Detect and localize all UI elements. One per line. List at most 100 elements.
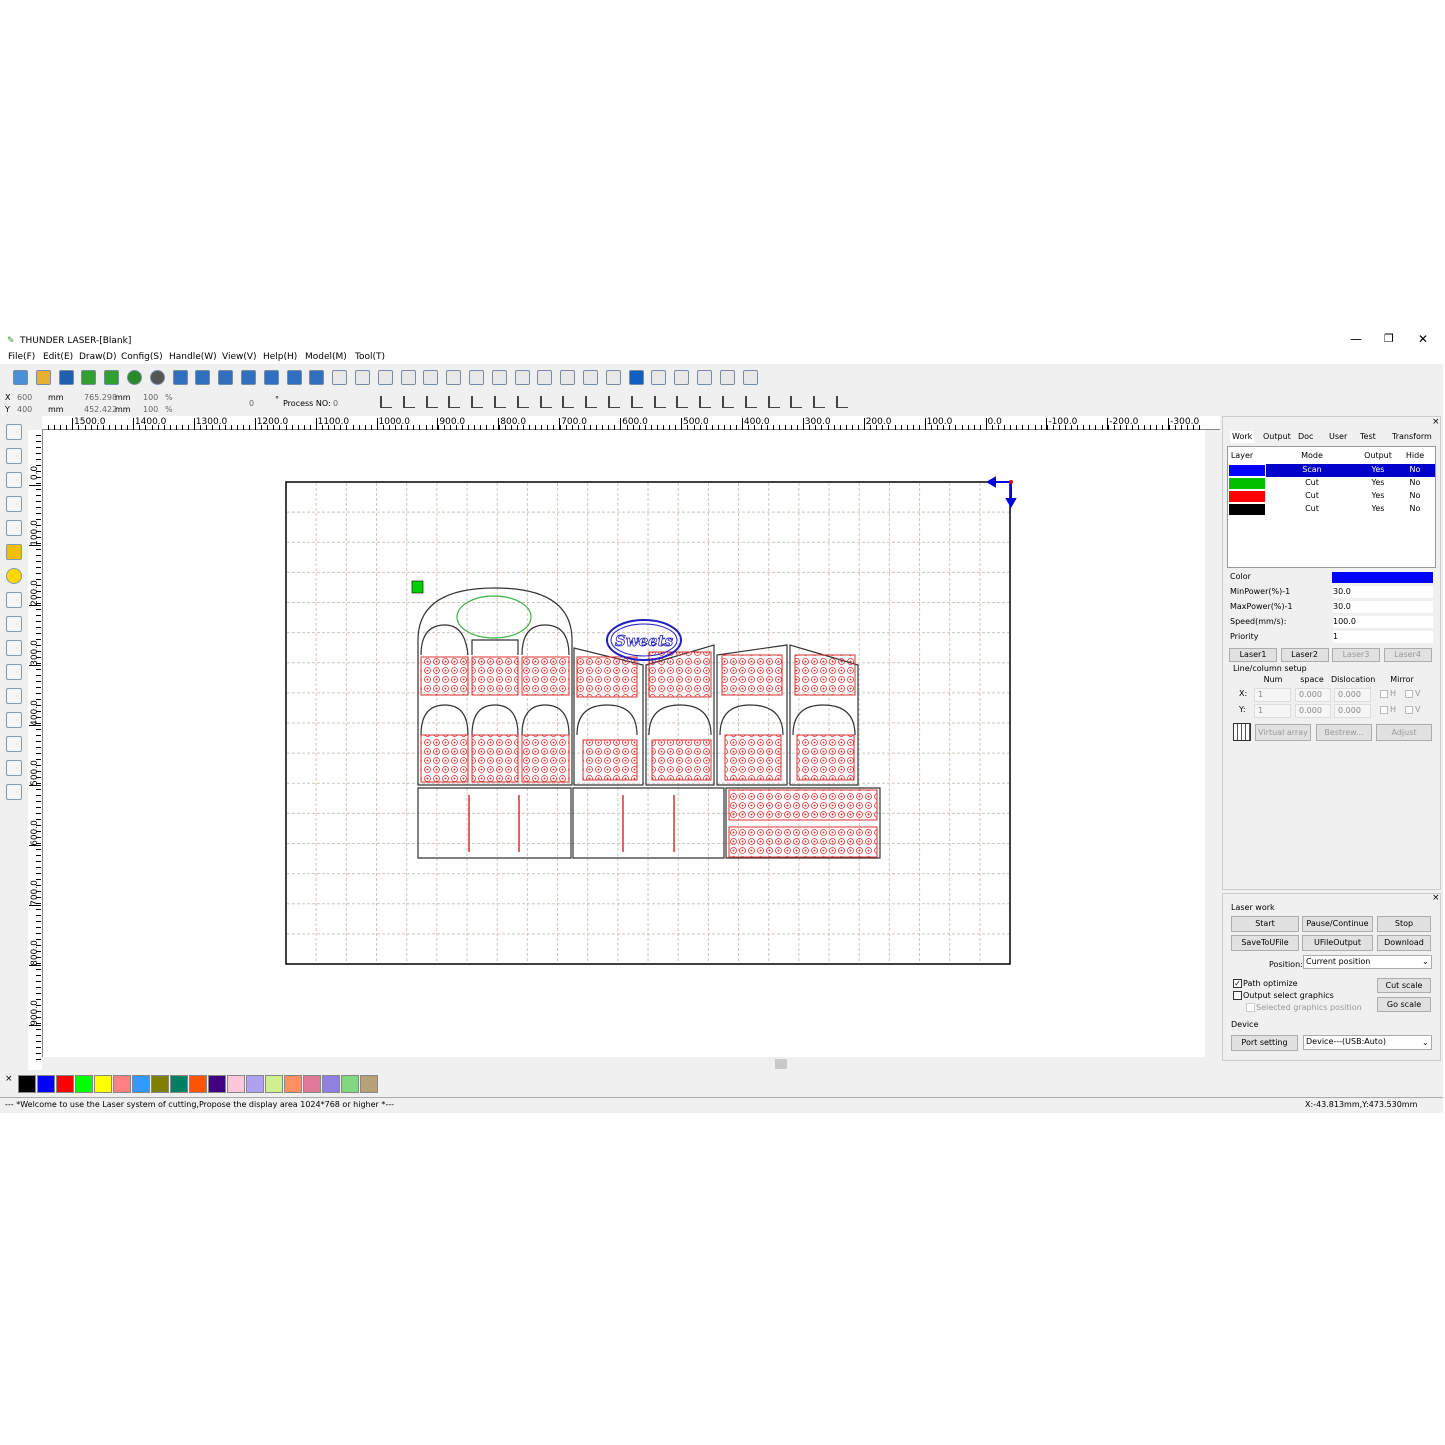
toolbar-icon[interactable]	[149, 370, 165, 385]
menu-item[interactable]: Config(S)	[121, 352, 163, 362]
checkbox-label[interactable]: Path optimize	[1243, 979, 1298, 988]
menu-item[interactable]: Handle(W)	[169, 352, 217, 362]
toolbar-icon[interactable]	[127, 370, 142, 385]
checkbox[interactable]: ✓	[1233, 979, 1242, 988]
panel-tab[interactable]: Work	[1230, 431, 1255, 443]
toolbar-icon[interactable]	[332, 370, 348, 385]
toolbar-icon[interactable]	[585, 396, 598, 408]
toolbar-icon[interactable]	[516, 396, 529, 408]
toolbar-icon[interactable]	[400, 370, 416, 385]
toolbar-icon[interactable]	[218, 370, 234, 385]
toolbar-icon[interactable]	[355, 370, 370, 385]
toolbar-icon[interactable]	[836, 396, 848, 408]
palette-swatch[interactable]	[246, 1075, 264, 1093]
palette-swatch[interactable]	[322, 1075, 340, 1093]
checkbox[interactable]	[1405, 690, 1413, 698]
toolbar-icon[interactable]	[699, 396, 712, 408]
palette-swatch[interactable]	[151, 1075, 169, 1093]
layer-color[interactable]	[1229, 478, 1265, 489]
laser-tab[interactable]: Laser1	[1229, 648, 1277, 662]
tool-icon[interactable]	[6, 448, 22, 464]
panel-tab[interactable]: Output	[1263, 432, 1291, 441]
menu-item[interactable]: View(V)	[222, 352, 257, 362]
layer-cell[interactable]: Scan	[1302, 465, 1322, 474]
tool-icon[interactable]	[6, 712, 22, 728]
checkbox-label[interactable]: Selected graphics position	[1256, 1003, 1362, 1012]
palette-swatch[interactable]	[132, 1075, 150, 1093]
palette-swatch[interactable]	[94, 1075, 112, 1093]
array-button[interactable]: Adjust	[1376, 724, 1432, 741]
toolbar-icon[interactable]	[537, 370, 553, 385]
toolbar-icon[interactable]	[286, 370, 302, 385]
layer-cell[interactable]: Cut	[1305, 491, 1319, 500]
input-field[interactable]: 0.000	[1334, 688, 1371, 702]
palette-swatch[interactable]	[341, 1075, 359, 1093]
toolbar-icon[interactable]	[58, 370, 74, 385]
action-button[interactable]: Download	[1377, 935, 1431, 951]
palette-swatch[interactable]	[227, 1075, 245, 1093]
layer-cell[interactable]: No	[1409, 504, 1421, 513]
property-value[interactable]: 100.0	[1333, 616, 1433, 628]
panel-tab[interactable]: Transform	[1392, 432, 1432, 441]
layer-cell[interactable]: No	[1409, 478, 1421, 487]
tool-icon[interactable]	[6, 784, 22, 800]
array-icon[interactable]	[1233, 723, 1251, 741]
palette-swatch[interactable]	[303, 1075, 321, 1093]
tool-icon[interactable]	[6, 664, 22, 680]
layer-color[interactable]	[1229, 465, 1265, 476]
palette-swatch[interactable]	[170, 1075, 188, 1093]
toolbar-icon[interactable]	[104, 370, 120, 385]
tool-icon[interactable]	[6, 544, 22, 560]
toolbar-icon[interactable]	[241, 370, 256, 385]
toolbar-icon[interactable]	[562, 396, 575, 408]
minimize-button[interactable]: —	[1350, 332, 1362, 346]
tool-icon[interactable]	[6, 496, 22, 512]
scroll-thumb[interactable]	[775, 1059, 787, 1069]
toolbar-icon[interactable]	[742, 370, 758, 385]
input-field[interactable]: 0.000	[1295, 688, 1331, 702]
tool-icon[interactable]	[6, 472, 22, 488]
port-button[interactable]: Port setting	[1231, 1035, 1298, 1051]
menu-item[interactable]: File(F)	[8, 352, 36, 362]
palette-swatch[interactable]	[75, 1075, 93, 1093]
menu-item[interactable]: Edit(E)	[43, 352, 74, 362]
layer-cell[interactable]: Yes	[1371, 491, 1385, 500]
tool-icon[interactable]	[6, 616, 22, 632]
palette-swatch[interactable]	[208, 1075, 226, 1093]
toolbar-icon[interactable]	[722, 396, 734, 408]
toolbar-icon[interactable]	[539, 396, 552, 408]
checkbox-label[interactable]: Output select graphics	[1243, 991, 1334, 1000]
laser-tab[interactable]: Laser4	[1383, 648, 1432, 662]
toolbar-icon[interactable]	[263, 370, 279, 385]
toolbar-icon[interactable]	[560, 370, 576, 385]
action-button[interactable]: Pause/Continue	[1302, 916, 1373, 932]
toolbar-icon[interactable]	[608, 396, 620, 408]
toolbar-icon[interactable]	[494, 396, 506, 408]
menu-item[interactable]: Tool(T)	[355, 352, 386, 362]
menu-item[interactable]: Model(M)	[305, 352, 347, 362]
panel-tab[interactable]: Test	[1360, 432, 1376, 441]
toolbar-icon[interactable]	[471, 396, 484, 408]
horizontal-scrollbar[interactable]	[42, 1058, 1205, 1070]
action-button[interactable]: UFileOutput	[1302, 935, 1373, 951]
input-field[interactable]: 1	[1254, 704, 1291, 718]
palette-swatch[interactable]	[56, 1075, 74, 1093]
toolbar-icon[interactable]	[491, 370, 507, 385]
panel-close[interactable]: ×	[1432, 417, 1440, 427]
tool-icon[interactable]	[6, 424, 22, 440]
scale-button[interactable]: Go scale	[1377, 997, 1431, 1012]
property-value[interactable]: 30.0	[1333, 601, 1433, 613]
palette-close[interactable]: ×	[5, 1074, 13, 1084]
property-value[interactable]: 30.0	[1333, 586, 1433, 598]
array-button[interactable]: Virtual array	[1255, 724, 1311, 741]
layer-cell[interactable]: Yes	[1371, 465, 1385, 474]
toolbar-icon[interactable]	[35, 370, 51, 385]
toolbar-icon[interactable]	[651, 370, 667, 385]
select[interactable]: Device---(USB:Auto)	[1303, 1035, 1432, 1050]
palette-swatch[interactable]	[37, 1075, 55, 1093]
toolbar-icon[interactable]	[697, 370, 712, 385]
toolbar-icon[interactable]	[676, 396, 689, 408]
toolbar-icon[interactable]	[653, 396, 666, 408]
tool-icon[interactable]	[6, 568, 22, 584]
palette-swatch[interactable]	[284, 1075, 302, 1093]
